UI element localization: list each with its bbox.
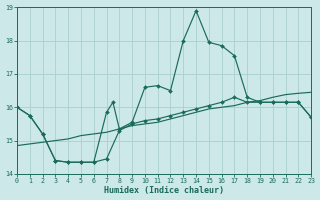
X-axis label: Humidex (Indice chaleur): Humidex (Indice chaleur) — [104, 186, 224, 195]
